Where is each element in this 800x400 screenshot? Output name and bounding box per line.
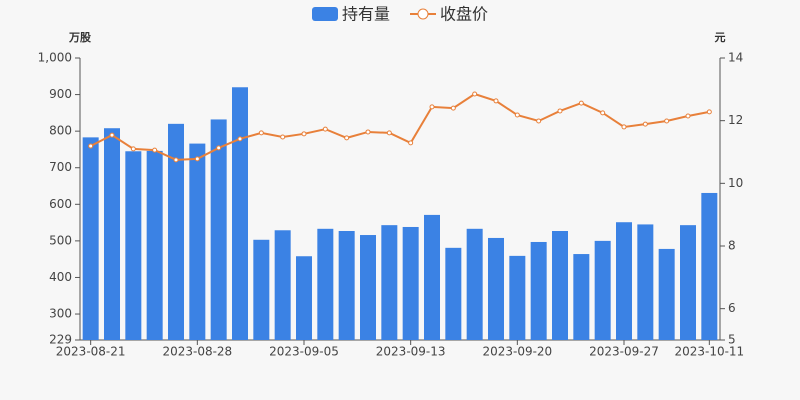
price-point — [344, 135, 350, 141]
price-point — [237, 136, 243, 142]
bar — [616, 222, 632, 340]
price-point — [280, 134, 286, 140]
bar — [168, 123, 184, 340]
y-tick-label: 600 — [49, 197, 72, 211]
y-tick-label: 1,000 — [38, 51, 72, 65]
price-point — [109, 132, 115, 138]
legend-swatch — [417, 8, 429, 20]
y-tick-label: 500 — [49, 233, 72, 247]
y-tick-label: 800 — [49, 124, 72, 138]
price-point — [536, 118, 542, 124]
bar — [146, 150, 163, 340]
price-point — [514, 112, 520, 118]
price-point — [600, 110, 606, 116]
bar — [317, 228, 334, 340]
y2-axis-label: 元 — [715, 31, 726, 44]
bar — [573, 254, 590, 340]
y-tick-label: 400 — [49, 270, 72, 284]
y2-tick-label: 14 — [728, 51, 743, 65]
bar — [104, 128, 120, 340]
bar — [253, 239, 270, 340]
bar — [552, 231, 568, 340]
bar — [488, 237, 504, 340]
bar — [509, 255, 526, 340]
bar — [701, 192, 718, 340]
bar — [530, 241, 547, 340]
legend-label: 收盘价 — [440, 5, 488, 24]
x-tick-label: 2023-09-20 — [482, 345, 552, 359]
bar — [82, 137, 99, 340]
x-tick-label: 2023-10-11 — [674, 345, 744, 359]
bar — [360, 235, 376, 340]
bar — [274, 230, 291, 340]
price-point — [578, 100, 584, 106]
price-point — [706, 109, 712, 115]
bar — [658, 248, 675, 340]
y-tick-label: 300 — [49, 307, 72, 321]
x-tick-label: 2023-08-28 — [162, 345, 232, 359]
bar — [125, 151, 142, 340]
bar — [189, 143, 206, 340]
price-point — [664, 118, 670, 124]
y2-tick-label: 12 — [728, 113, 743, 127]
y-tick-label: 900 — [49, 87, 72, 101]
y-axis-label: 万股 — [68, 31, 92, 44]
price-point — [685, 113, 691, 119]
price-point — [472, 91, 478, 97]
bar — [296, 256, 312, 340]
bar — [210, 119, 227, 340]
price-point — [322, 126, 328, 132]
bar — [232, 87, 248, 340]
legend-swatch — [312, 7, 338, 21]
x-tick-label: 2023-09-13 — [376, 345, 446, 359]
price-point — [365, 129, 371, 135]
bar — [424, 214, 440, 340]
y2-tick-label: 5 — [728, 333, 736, 347]
price-point — [258, 130, 264, 136]
price-point — [301, 131, 307, 137]
price-point — [130, 146, 136, 152]
x-tick-label: 2023-08-21 — [56, 345, 126, 359]
price-point — [493, 98, 499, 104]
price-point — [450, 105, 456, 111]
bar — [594, 240, 611, 340]
price-point — [408, 140, 414, 146]
bar — [445, 247, 462, 340]
price-point — [642, 121, 648, 127]
price-point — [216, 145, 222, 151]
bar — [381, 225, 398, 340]
x-tick-label: 2023-09-05 — [269, 345, 339, 359]
bar — [466, 228, 483, 340]
price-line — [90, 92, 710, 161]
y2-tick-label: 8 — [728, 239, 736, 253]
y-tick-label: 700 — [49, 160, 72, 174]
price-point — [557, 108, 563, 114]
price-point — [386, 130, 392, 136]
legend-label: 持有量 — [342, 5, 390, 24]
y-tick-label: 229 — [49, 333, 72, 347]
price-point — [621, 124, 627, 130]
bar — [680, 225, 696, 340]
price-point — [173, 157, 179, 163]
bar — [402, 226, 419, 340]
x-tick-label: 2023-09-27 — [589, 345, 659, 359]
y2-tick-label: 6 — [728, 301, 736, 315]
bar — [338, 231, 355, 340]
price-point — [88, 143, 94, 149]
bar — [637, 224, 654, 340]
price-point — [152, 147, 158, 153]
price-point — [194, 156, 200, 162]
price-point — [429, 104, 435, 110]
y2-tick-label: 10 — [728, 176, 743, 190]
